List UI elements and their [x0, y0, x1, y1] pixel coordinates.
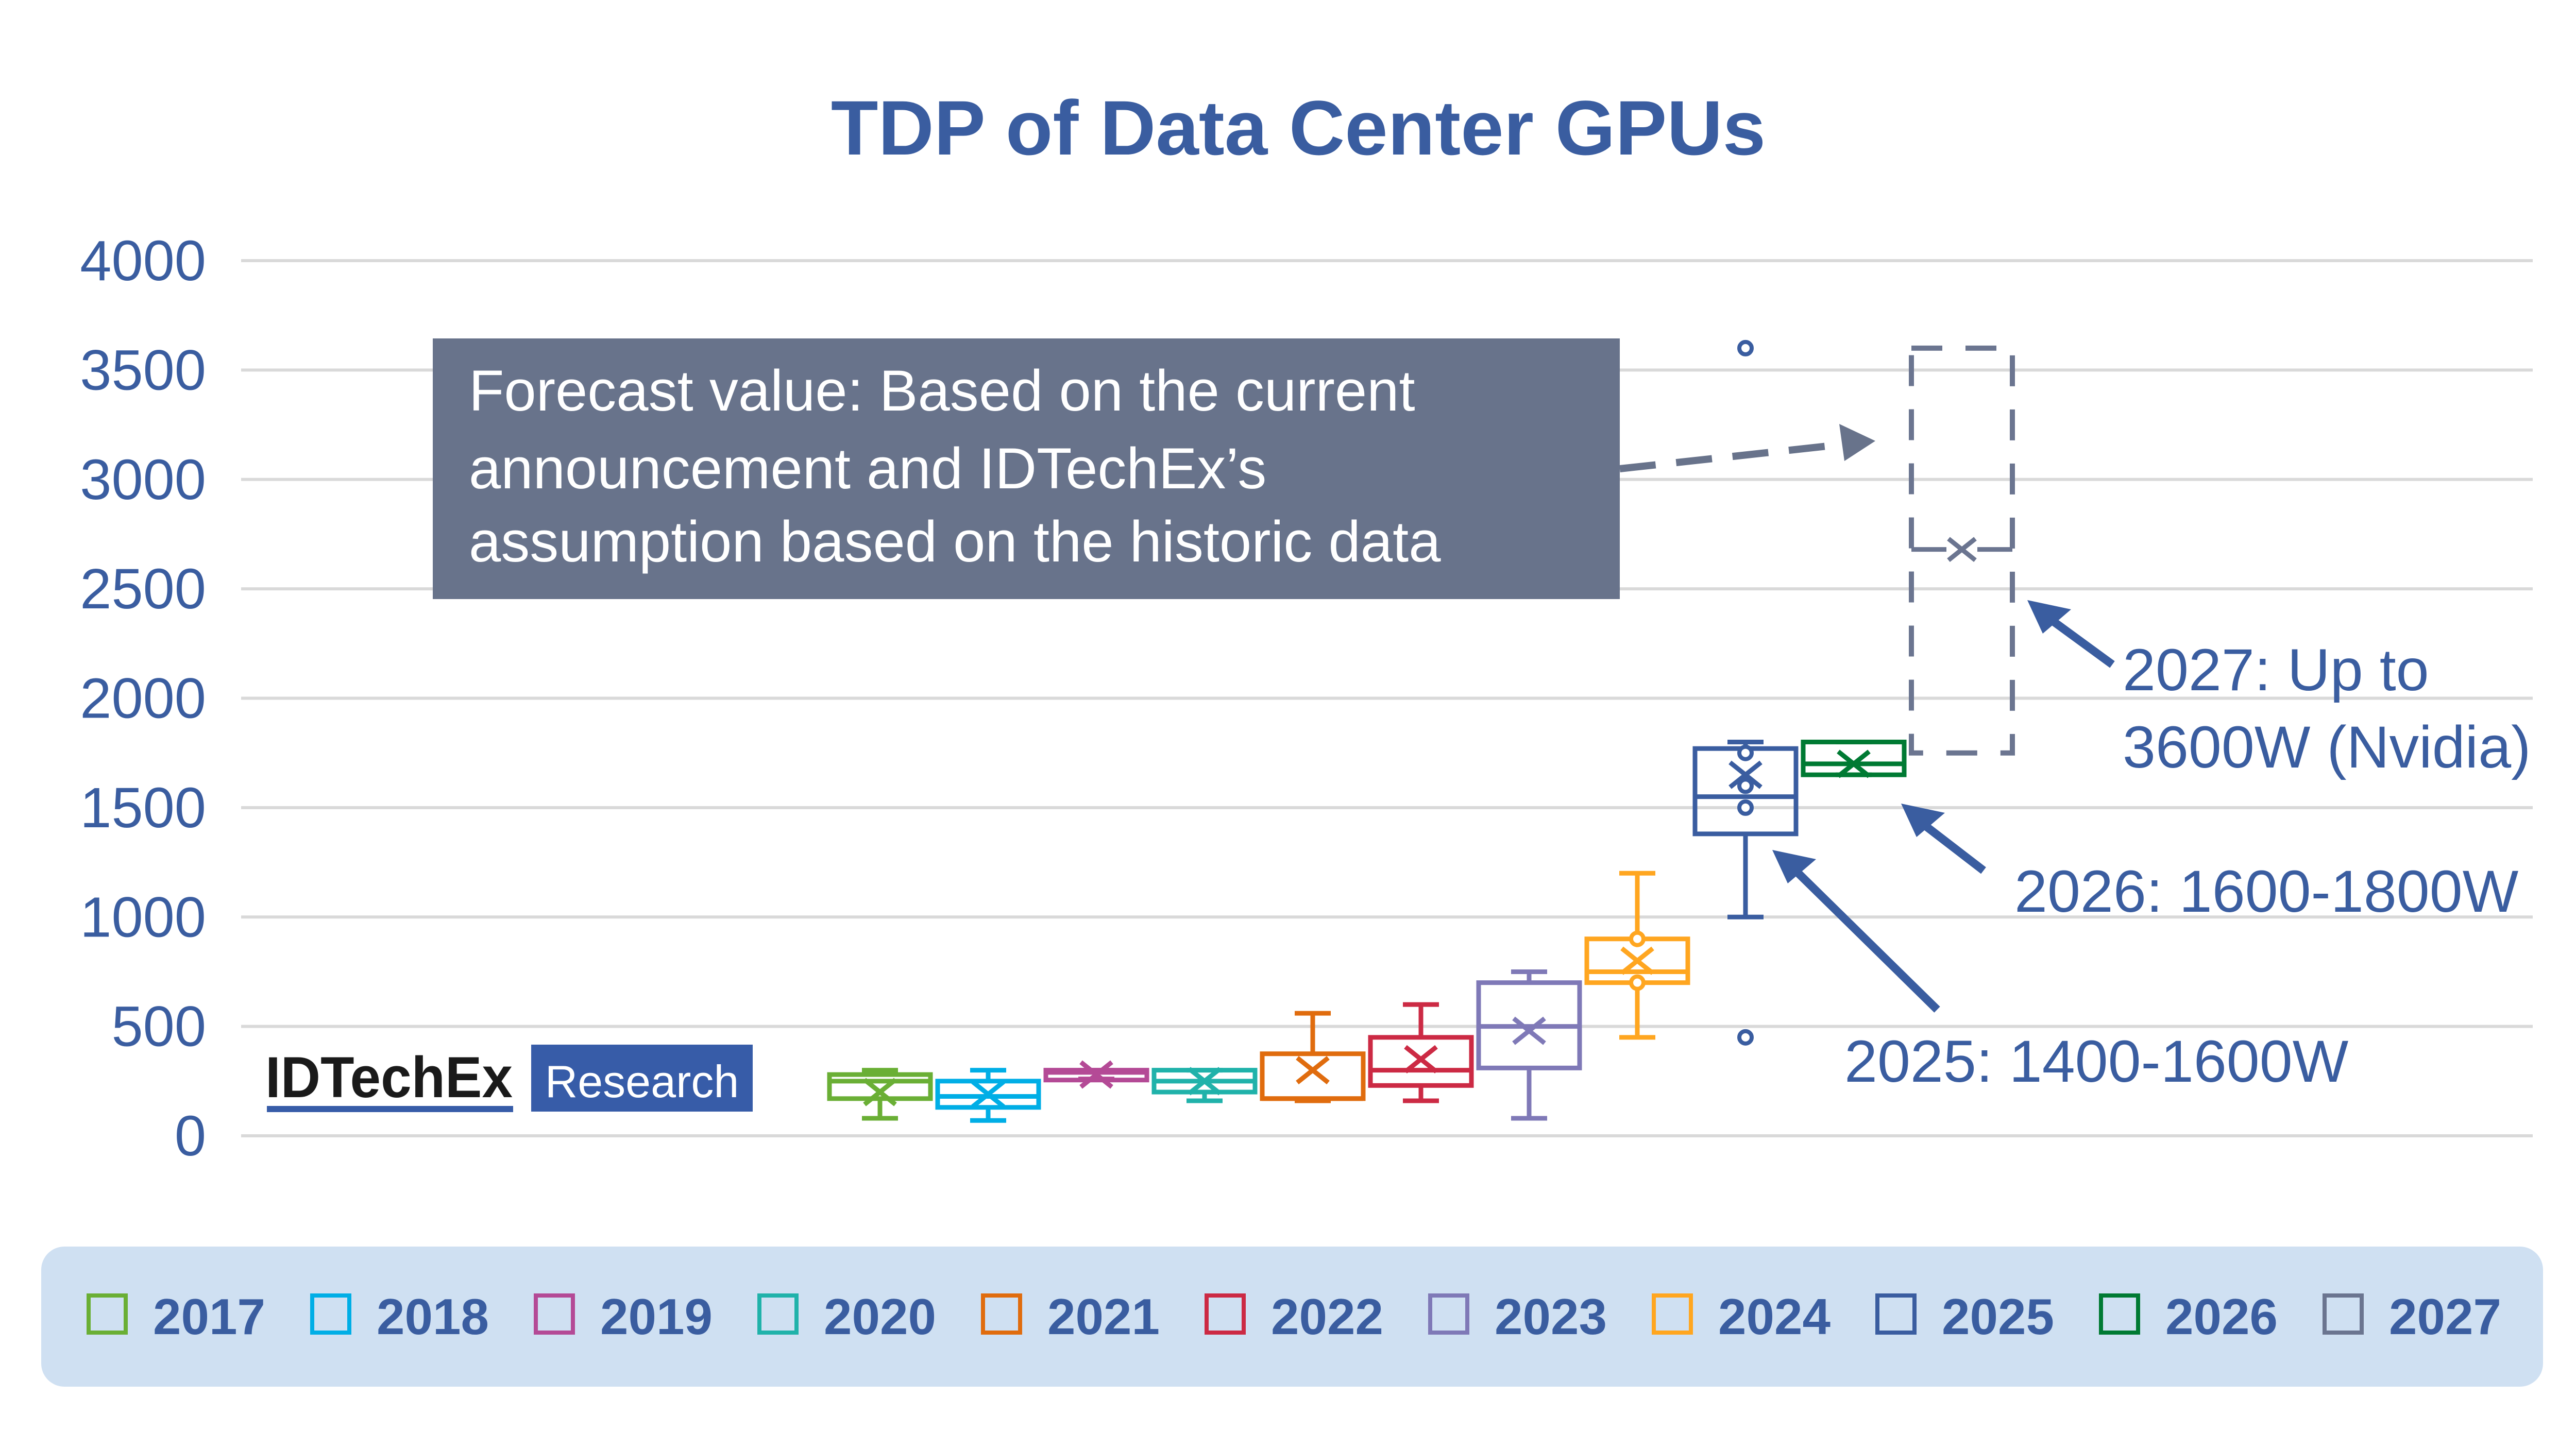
legend-swatch [2099, 1293, 2140, 1335]
data-point [1737, 1029, 1754, 1046]
box-2026 [1801, 739, 1907, 778]
legend-swatch [1428, 1293, 1469, 1335]
mean-marker [1837, 749, 1871, 778]
box-2022 [1368, 1002, 1474, 1103]
data-point [1629, 974, 1646, 991]
legend-item-2027: 2027 [2323, 1288, 2501, 1345]
legend-swatch [1205, 1293, 1246, 1335]
legend-label: 2019 [600, 1288, 713, 1345]
mean-marker [971, 1080, 1005, 1109]
legend-label: 2024 [1718, 1288, 1831, 1345]
legend-item-2017: 2017 [87, 1288, 265, 1345]
forecast-arrow [1619, 438, 1866, 472]
y-tick-label: 3000 [80, 448, 206, 512]
legend-item-2018: 2018 [310, 1288, 489, 1345]
legend-label: 2027 [2389, 1288, 2501, 1345]
note-line-1: Forecast value: Based on the current [469, 359, 1415, 423]
svg-text:IDTechEx: IDTechEx [265, 1045, 513, 1110]
box-iqr [1260, 1051, 1366, 1101]
svg-text:Research: Research [545, 1056, 739, 1107]
legend-item-2019: 2019 [534, 1288, 713, 1345]
y-tick-label: 2000 [80, 667, 206, 730]
legend-item-2024: 2024 [1652, 1288, 1831, 1345]
legend-item-2022: 2022 [1205, 1288, 1383, 1345]
legend-swatch [2323, 1293, 2364, 1335]
data-point [1737, 744, 1754, 761]
legend-swatch [310, 1293, 351, 1335]
data-point [1737, 777, 1754, 794]
legend-swatch [757, 1293, 799, 1335]
note-line-2: announcement and IDTechEx’s [469, 436, 1266, 501]
y-axis-ticks: 0 500 1000 1500 2000 2500 3000 3500 4000 [80, 229, 206, 1168]
forecast-note: Forecast value: Based on the current ann… [433, 338, 1875, 599]
label-2025: 2025: 1400-1600W [1844, 1029, 2349, 1095]
y-tick-label: 0 [175, 1104, 206, 1168]
boxes [827, 339, 2015, 1123]
legend-label: 2020 [824, 1288, 936, 1345]
box-2025 [1692, 339, 1799, 1046]
legend-item-2021: 2021 [981, 1288, 1160, 1345]
forecast-arrowhead [1839, 424, 1875, 461]
data-point [1737, 339, 1754, 356]
y-tick-label: 1500 [80, 776, 206, 840]
legend-label: 2021 [1047, 1288, 1160, 1345]
mean-marker [1079, 1060, 1113, 1089]
box-2017 [827, 1068, 933, 1121]
y-tick-label: 2500 [80, 557, 206, 621]
box-2024 [1584, 871, 1690, 1040]
legend-swatch [1652, 1293, 1693, 1335]
legend-label: 2022 [1271, 1288, 1383, 1345]
legend: 2017 2018 2019 2020 2021 2022 2023 2024 2025 2026… [87, 1288, 2501, 1345]
legend-label: 2026 [2165, 1288, 2278, 1345]
mean-marker [863, 1078, 897, 1106]
box-2027 [1909, 345, 2015, 756]
box-2023 [1476, 969, 1582, 1121]
mean-marker [1947, 537, 1977, 562]
box-2018 [935, 1068, 1041, 1123]
y-tick-label: 500 [111, 995, 206, 1059]
label-2027-line2: 3600W (Nvidia) [2123, 714, 2531, 780]
box-iqr [1801, 739, 1907, 777]
legend-background [41, 1247, 2543, 1387]
data-point [1737, 799, 1754, 816]
legend-item-2023: 2023 [1428, 1288, 1607, 1345]
mean-marker [1188, 1067, 1222, 1096]
label-2026: 2026: 1600-1800W [2014, 859, 2519, 925]
box-iqr [1368, 1035, 1474, 1088]
note-line-3: assumption based on the historic data [469, 509, 1441, 574]
legend-label: 2023 [1495, 1288, 1607, 1345]
box-2020 [1151, 1067, 1258, 1103]
annotation-arrows [1772, 600, 2115, 1013]
legend-swatch [1875, 1293, 1917, 1335]
mean-marker [1620, 946, 1654, 975]
legend-label: 2025 [1942, 1288, 2054, 1345]
legend-swatch [534, 1293, 575, 1335]
legend-item-2026: 2026 [2099, 1288, 2278, 1345]
mean-marker [1728, 760, 1762, 789]
box-2021 [1260, 1011, 1366, 1103]
box-iqr [1909, 345, 2015, 756]
legend-label: 2018 [377, 1288, 489, 1345]
label-2027-line1: 2027: Up to [2123, 637, 2429, 703]
legend-swatch [87, 1293, 128, 1335]
mean-marker [1404, 1045, 1438, 1073]
legend-item-2025: 2025 [1875, 1288, 2054, 1345]
mean-marker [1512, 1016, 1546, 1045]
y-tick-label: 4000 [80, 229, 206, 293]
box-2019 [1043, 1060, 1149, 1089]
mean-marker [1296, 1056, 1330, 1085]
data-point [1629, 930, 1646, 947]
legend-item-2020: 2020 [757, 1288, 936, 1345]
legend-swatch [981, 1293, 1022, 1335]
chart-title: TDP of Data Center GPUs [831, 84, 1766, 171]
box-iqr [827, 1072, 933, 1101]
legend-label: 2017 [153, 1288, 265, 1345]
y-tick-label: 3500 [80, 338, 206, 402]
y-tick-label: 1000 [80, 885, 206, 949]
idtechex-logo: IDTechEx Research [265, 1045, 753, 1112]
